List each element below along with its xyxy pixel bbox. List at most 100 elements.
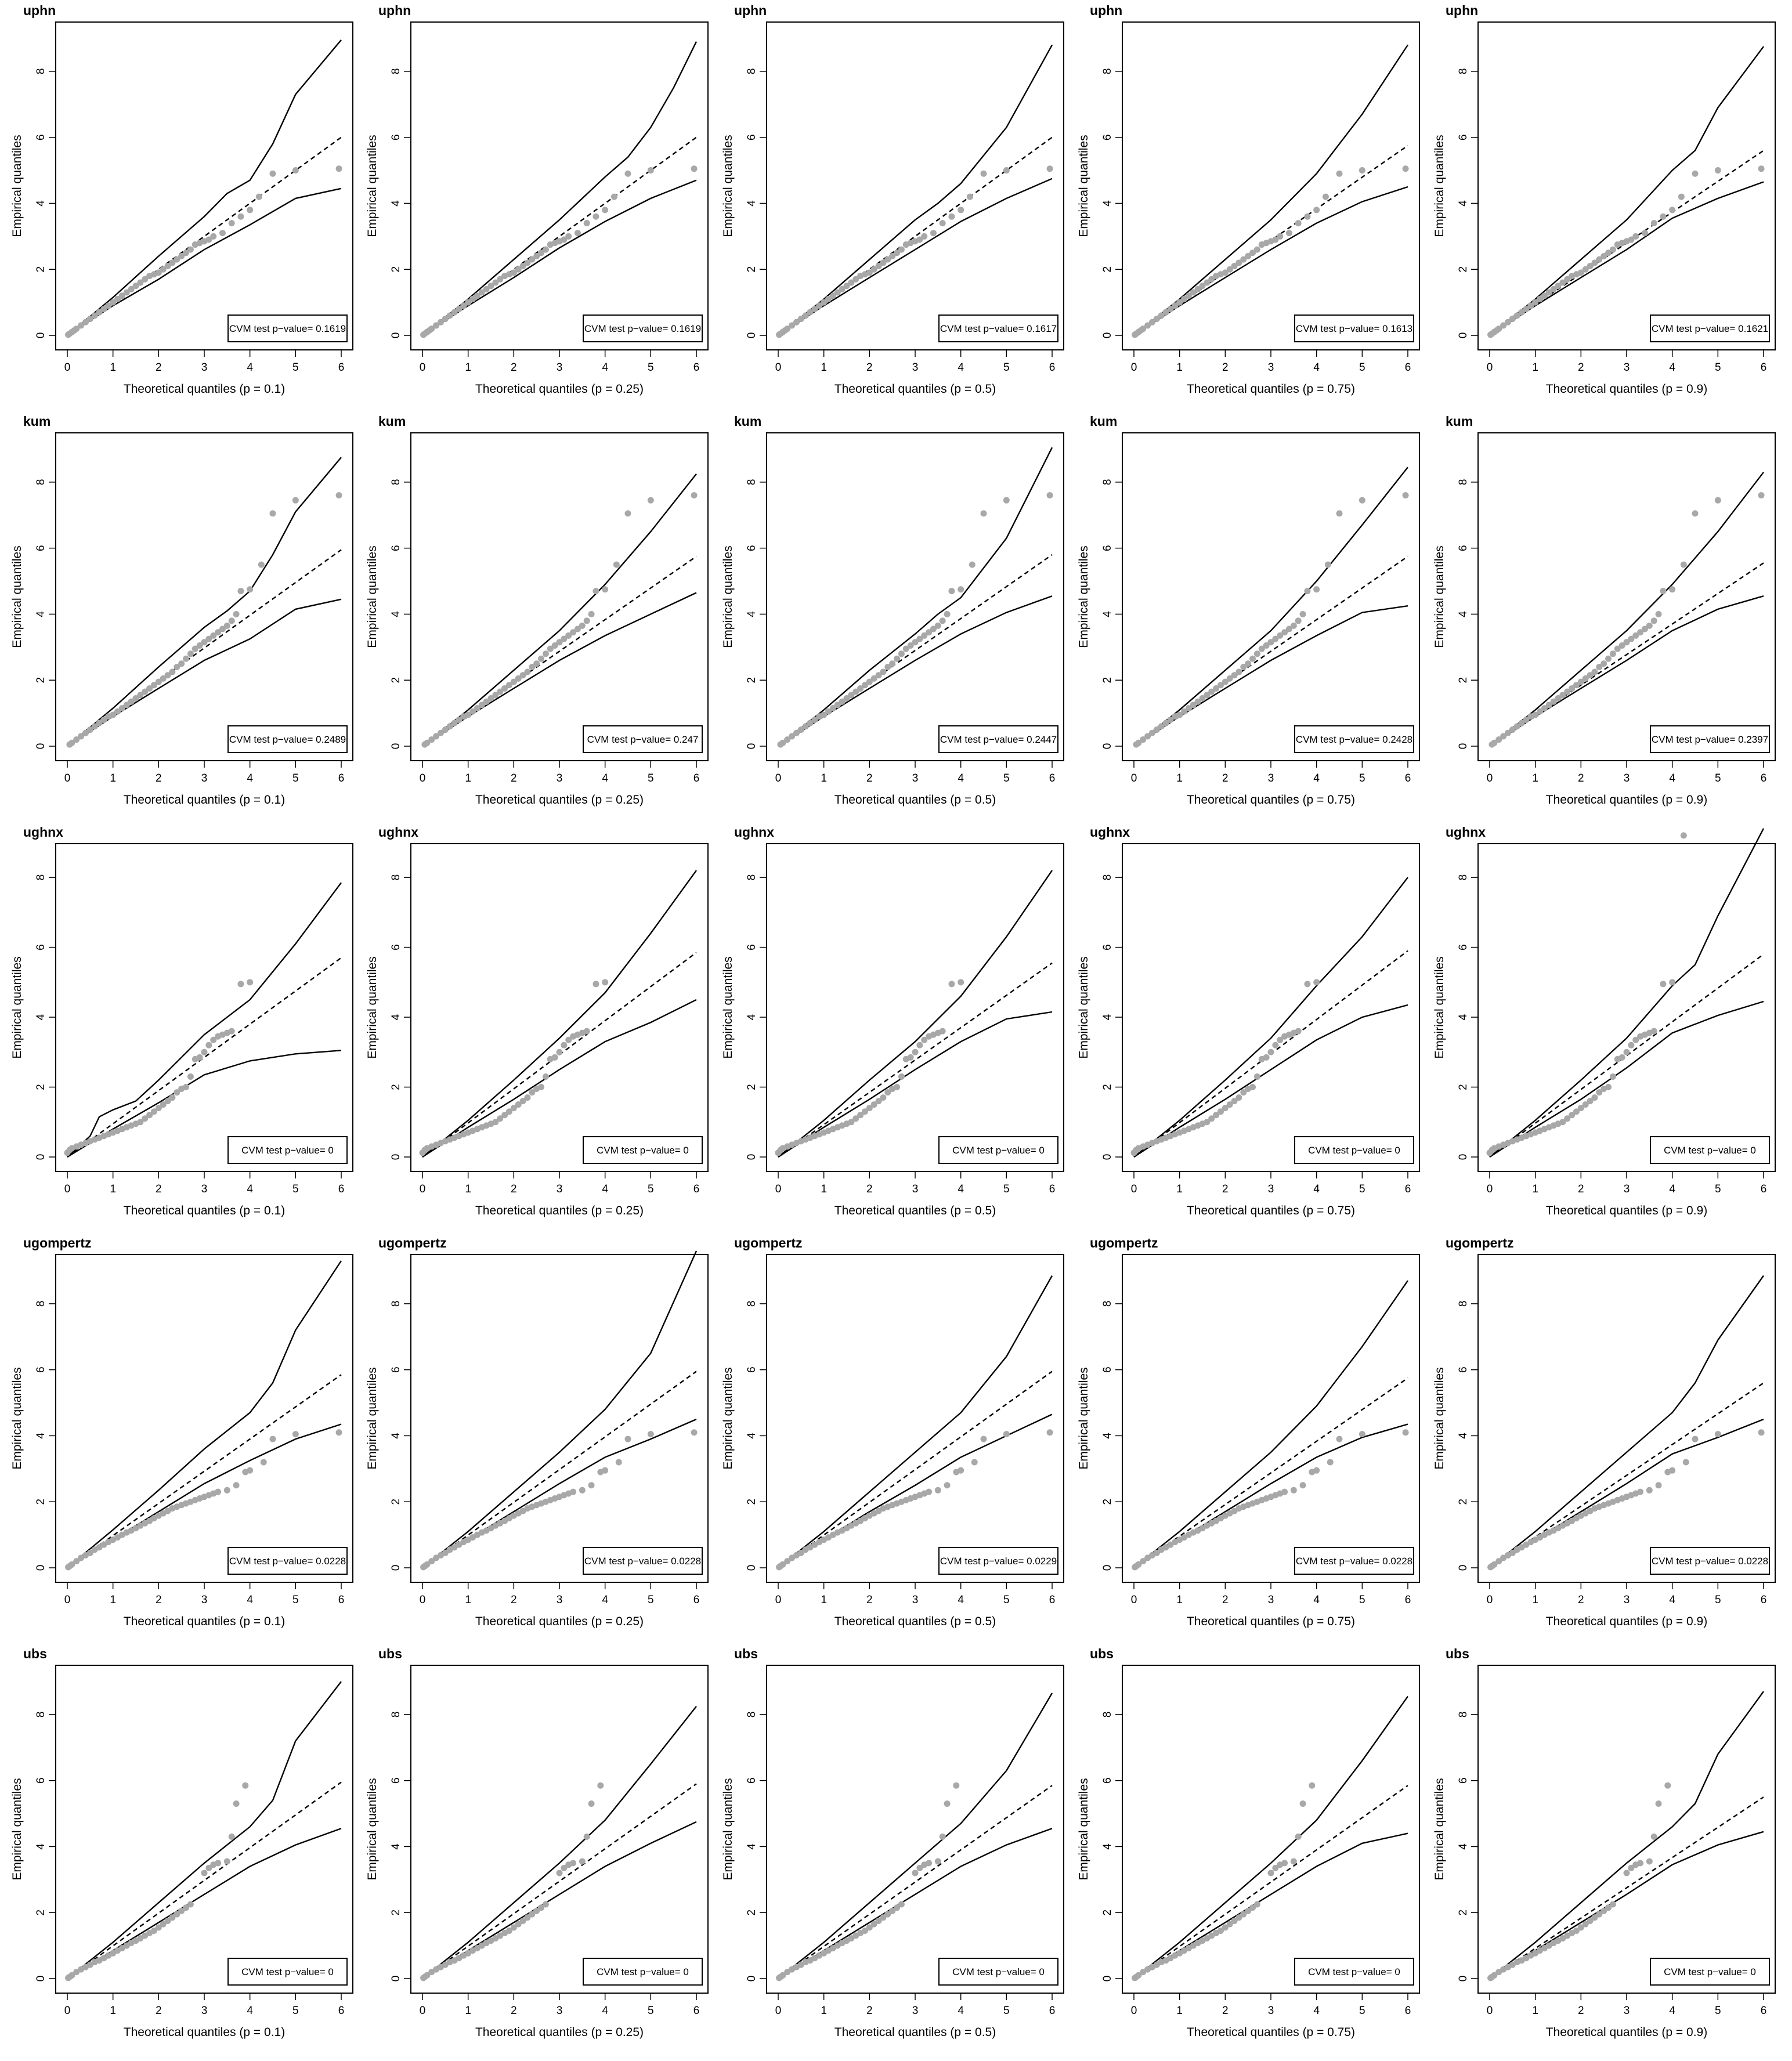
qq-point [884, 1089, 891, 1096]
x-axis-label: Theoretical quantiles (p = 0.75) [1187, 793, 1355, 807]
qq-point [1495, 1558, 1502, 1565]
qq-point [1194, 285, 1201, 292]
qq-point [857, 685, 864, 692]
qq-point [574, 230, 581, 237]
y-axis-label: Empirical quantiles [10, 1367, 24, 1469]
cvm-legend-box [583, 314, 703, 342]
qq-point [969, 561, 976, 568]
qq-point [848, 279, 855, 286]
x-tick-label: 0 [64, 1594, 71, 1606]
qq-point [164, 263, 171, 270]
qq-point [930, 625, 937, 632]
y-tick-label: 0 [1101, 1976, 1114, 1982]
qq-point [1217, 1108, 1224, 1115]
qq-point [1582, 1101, 1589, 1108]
qq-point [916, 635, 923, 642]
qq-point [1509, 316, 1516, 323]
qq-point [424, 1972, 431, 1979]
x-tick-label: 0 [1131, 772, 1137, 784]
qq-point [529, 663, 536, 670]
x-tick-label: 1 [110, 361, 116, 374]
y-axis-label: Empirical quantiles [10, 956, 24, 1058]
y-tick-label: 2 [390, 266, 402, 273]
qq-point [588, 1482, 595, 1489]
qq-point [875, 263, 882, 270]
x-tick-label: 2 [511, 1594, 517, 1606]
qq-point [852, 1115, 859, 1122]
y-tick-label: 6 [746, 1777, 758, 1784]
y-tick-label: 8 [1101, 1301, 1114, 1307]
y-tick-label: 4 [1101, 611, 1114, 617]
y-tick-label: 4 [390, 1014, 402, 1020]
qq-point [1660, 981, 1667, 988]
qq-point [160, 1101, 167, 1108]
qq-point [1235, 1094, 1242, 1101]
plot-frame [55, 1254, 353, 1583]
qq-point [247, 586, 254, 593]
qq-point [861, 1108, 868, 1115]
qq-point [497, 1115, 504, 1122]
y-tick-label: 6 [35, 944, 47, 950]
y-tick-label: 4 [390, 1433, 402, 1439]
qq-point [894, 1904, 901, 1911]
qq-point [155, 678, 162, 685]
qq-point [446, 723, 453, 730]
qq-panel-ugompertz-0.5: ugompertz 0 1 2 3 4 5 6 Theoretical quantiles (p… [721, 1235, 1064, 1628]
qq-point [169, 259, 176, 266]
qq-point [542, 246, 549, 253]
y-tick-label: 2 [390, 1084, 402, 1090]
x-tick-label: 4 [1313, 2005, 1320, 2017]
qq-point [1669, 979, 1676, 986]
qq-point [1185, 705, 1192, 712]
y-axis-label: Empirical quantiles [721, 135, 735, 237]
lower-envelope [1133, 1004, 1408, 1158]
qq-point [894, 250, 901, 256]
qq-point [1135, 1561, 1142, 1568]
panel-title: ugompertz [1090, 1235, 1158, 1250]
cvm-legend-box [1294, 1958, 1414, 1986]
qq-point [1299, 1482, 1306, 1489]
cvm-legend-box [227, 1547, 348, 1575]
qq-point [1167, 305, 1174, 312]
qq-point [1253, 1073, 1260, 1080]
x-tick-label: 1 [110, 2005, 116, 2017]
plot-frame [1477, 432, 1776, 761]
x-tick-label: 2 [156, 772, 162, 784]
y-tick-label: 6 [1101, 545, 1114, 551]
y-tick-label: 6 [1101, 134, 1114, 140]
upper-envelope [778, 447, 1053, 747]
qq-point [948, 213, 955, 220]
qq-point [1272, 1864, 1279, 1871]
panel-title: ughnx [1090, 825, 1130, 840]
qq-point [561, 236, 568, 243]
x-tick-label: 4 [602, 361, 608, 374]
qq-point [1605, 250, 1612, 256]
qq-point [1577, 269, 1584, 276]
qq-point [1513, 723, 1520, 730]
qq-point [1162, 719, 1169, 726]
qq-point [1509, 726, 1516, 733]
qq-point [155, 1924, 162, 1931]
upper-envelope [778, 1275, 1053, 1568]
y-tick-label: 4 [1101, 1014, 1114, 1020]
y-axis-label: Empirical quantiles [1433, 545, 1446, 648]
x-axis-label: Theoretical quantiles (p = 0.9) [1546, 2026, 1707, 2039]
qq-point [169, 1094, 176, 1101]
qq-point [114, 708, 121, 715]
qq-point [510, 678, 517, 685]
qq-point [843, 283, 850, 290]
qq-point [1758, 165, 1765, 172]
qq-point [921, 1036, 928, 1043]
reference-line [422, 1371, 697, 1568]
cvm-legend-text: CVM test p−value= 0.0228 [1296, 1556, 1412, 1567]
qq-point [857, 1112, 864, 1119]
qq-point [1263, 642, 1270, 649]
qq-point [1148, 319, 1155, 326]
qq-point [944, 1482, 951, 1489]
qq-point [556, 639, 563, 646]
x-tick-label: 2 [156, 1594, 162, 1606]
qq-point [1208, 276, 1215, 283]
panel-title: ubs [734, 1646, 758, 1661]
qq-point [565, 632, 572, 639]
y-tick-label: 6 [35, 1366, 47, 1373]
